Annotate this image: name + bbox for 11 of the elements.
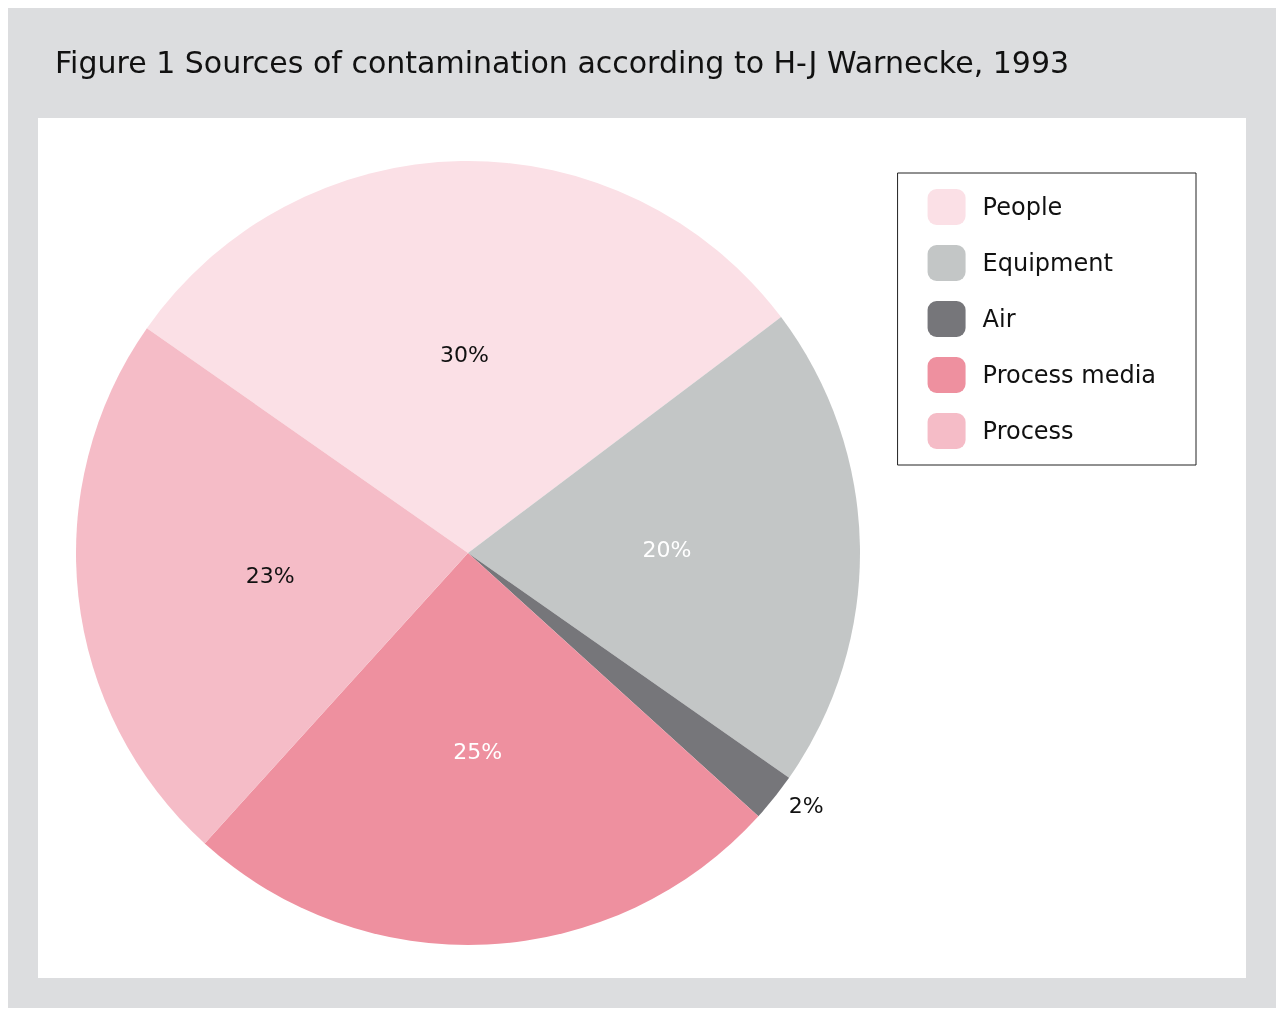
data-label: 30%: [440, 341, 489, 367]
legend-label: Process media: [982, 361, 1157, 389]
data-label: 20%: [642, 537, 692, 563]
legend-label: People: [982, 193, 1063, 221]
legend-label: Air: [982, 305, 1016, 333]
data-label: 25%: [453, 739, 503, 765]
data-label: 23%: [245, 562, 295, 588]
chart-title: Figure 1 Sources of contamination according to H-J Warnecke, 1993: [55, 44, 1070, 80]
legend-label: Equipment: [982, 249, 1113, 277]
data-label: 2%: [788, 792, 824, 818]
legend-label: Process: [982, 417, 1074, 445]
